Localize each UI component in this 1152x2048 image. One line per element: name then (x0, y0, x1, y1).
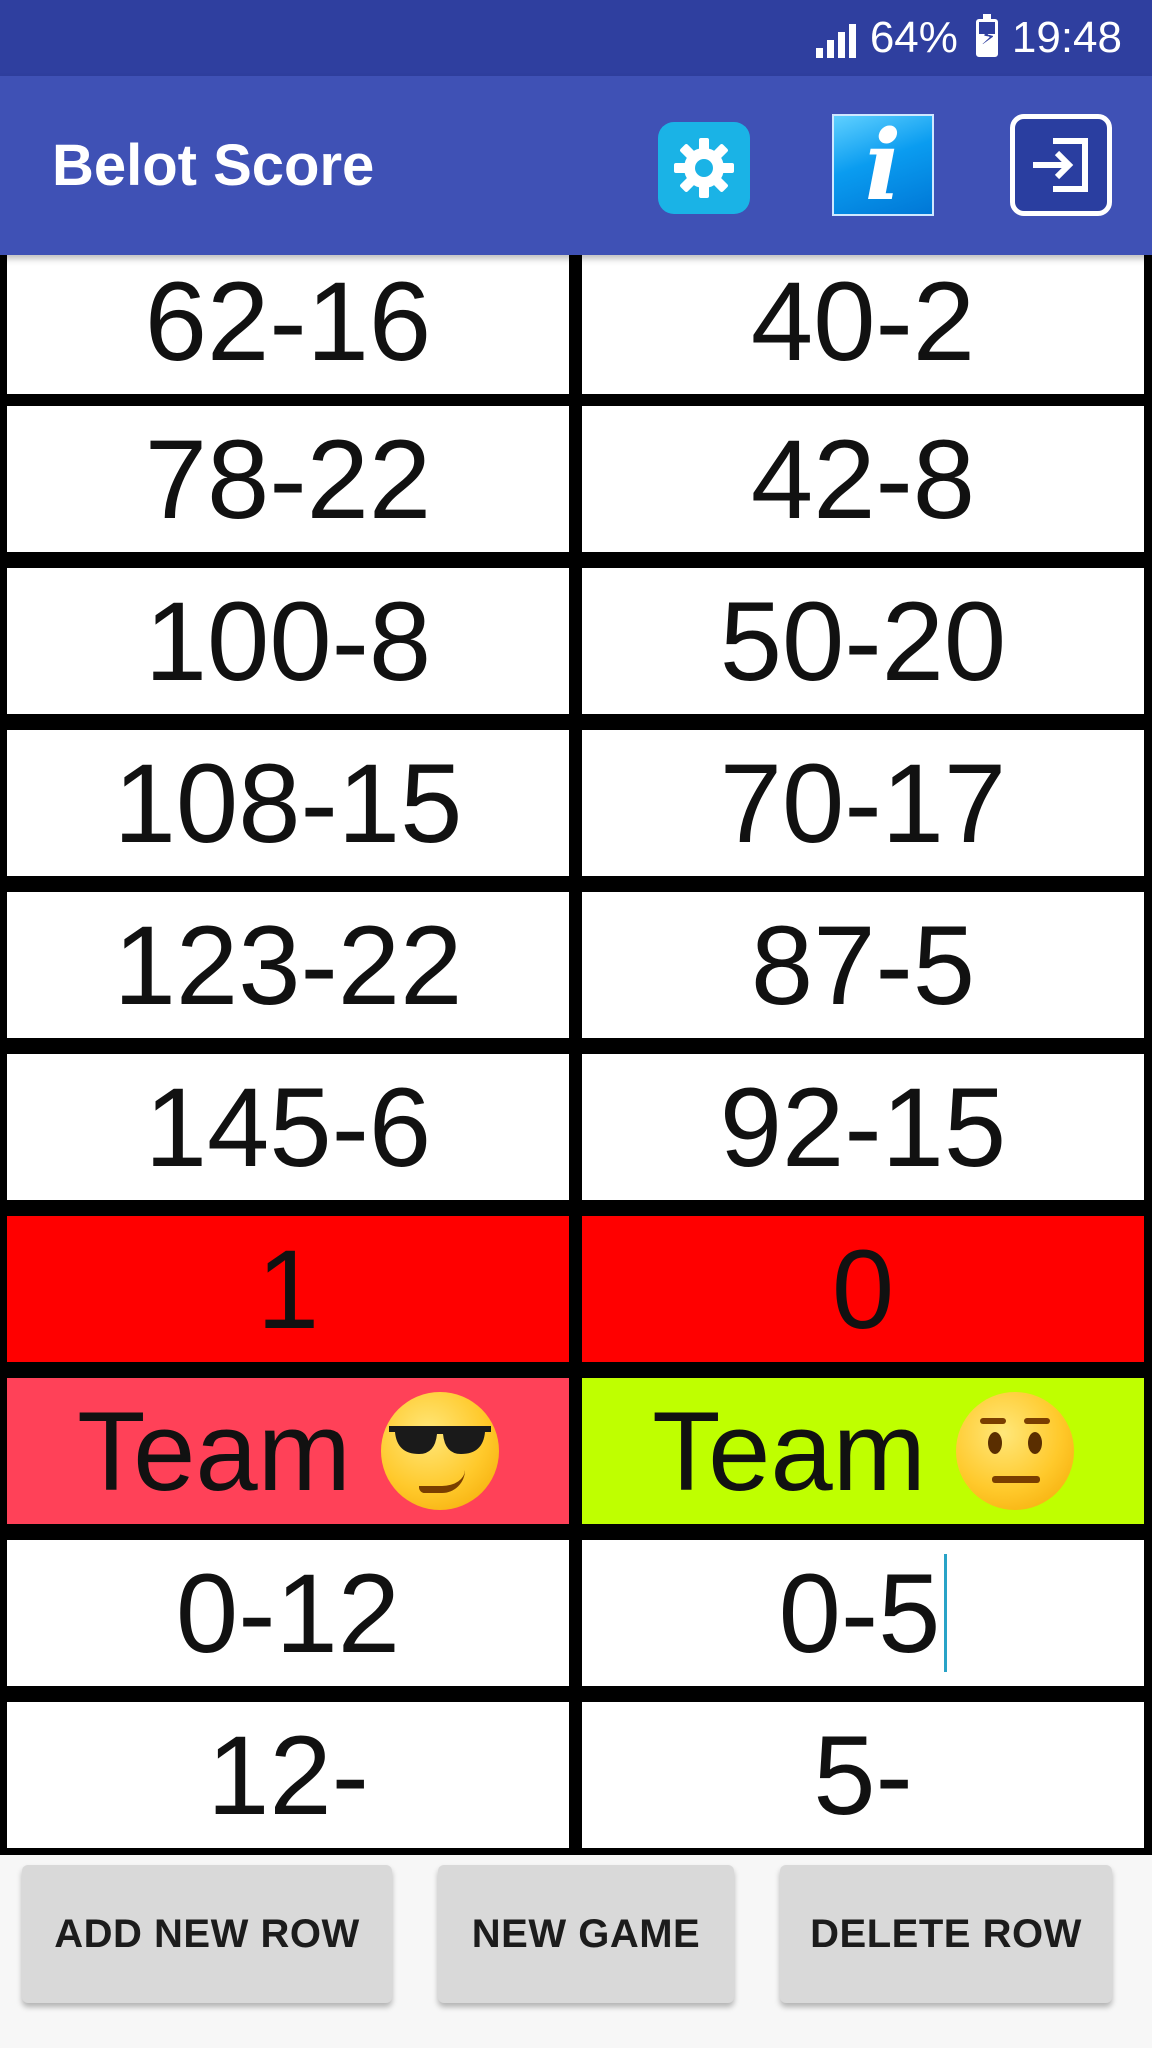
team1-name-cell[interactable]: Team (7, 1378, 569, 1524)
app-title: Belot Score (52, 133, 375, 198)
table-row: 100-8 50-20 (0, 568, 1152, 714)
team-names-row: Team Team (0, 1378, 1152, 1524)
team2-name-cell[interactable]: Team (582, 1378, 1144, 1524)
gear-icon (674, 138, 734, 198)
input-cell-team2[interactable]: 0-5 (582, 1540, 1144, 1686)
score-cell-team2[interactable]: 87-5 (582, 892, 1144, 1038)
input-cell-team2-text: 0-5 (778, 1550, 941, 1676)
score-cell-team1[interactable]: 100-8 (7, 568, 569, 714)
score-cell-team1[interactable]: 123-22 (7, 892, 569, 1038)
add-new-row-button[interactable]: ADD NEW ROW (22, 1865, 392, 2003)
table-row: 62-16 40-2 (0, 255, 1152, 394)
score-cell-team1[interactable]: 108-15 (7, 730, 569, 876)
battery-charging-icon: ⚡ (975, 14, 998, 57)
pending-cell-team1[interactable]: 12- (7, 1702, 569, 1848)
battery-percent: 64% (869, 13, 958, 62)
score-table: 62-16 40-2 78-22 42-8 100-8 50-20 108-15… (0, 255, 1152, 1855)
score-cell-team1[interactable]: 145-6 (7, 1054, 569, 1200)
score-cell-team2[interactable]: 92-15 (582, 1054, 1144, 1200)
table-row: 78-22 42-8 (0, 406, 1152, 552)
signal-icon (815, 18, 856, 58)
score-cell-team2[interactable]: 70-17 (582, 730, 1144, 876)
table-row: 108-15 70-17 (0, 730, 1152, 876)
input-row: 0-12 0-5 (0, 1540, 1152, 1686)
games-won-team2: 0 (582, 1216, 1144, 1362)
delete-row-button[interactable]: DELETE ROW (780, 1865, 1112, 2003)
clock: 19:48 (1011, 13, 1122, 62)
pending-row: 12- 5- (0, 1702, 1152, 1848)
status-bar: 64% ⚡ 19:48 (0, 0, 1152, 76)
games-won-row: 1 0 (0, 1216, 1152, 1362)
score-cell-team1[interactable]: 78-22 (7, 406, 569, 552)
pending-cell-team2[interactable]: 5- (582, 1702, 1144, 1848)
exit-button[interactable] (1010, 114, 1112, 216)
score-cell-team2[interactable]: 50-20 (582, 568, 1144, 714)
table-row: 123-22 87-5 (0, 892, 1152, 1038)
input-cell-team1[interactable]: 0-12 (7, 1540, 569, 1686)
info-button[interactable]: i (832, 109, 934, 222)
score-cell-team2[interactable]: 42-8 (582, 406, 1144, 552)
text-cursor (944, 1554, 948, 1672)
bottom-action-bar: ADD NEW ROW NEW GAME DELETE ROW (0, 1855, 1152, 2048)
new-game-button[interactable]: NEW GAME (438, 1865, 734, 2003)
games-won-team1: 1 (7, 1216, 569, 1362)
info-icon: i (864, 108, 902, 222)
team2-label: Team (652, 1388, 926, 1514)
app-bar: Belot Score i (0, 76, 1152, 255)
score-cell-team1[interactable]: 62-16 (7, 255, 569, 394)
settings-button[interactable] (658, 122, 750, 214)
neutral-face-icon (955, 1392, 1074, 1510)
team1-label: Team (77, 1388, 351, 1514)
exit-icon (1033, 138, 1088, 192)
table-row: 145-6 92-15 (0, 1054, 1152, 1200)
score-cell-team2[interactable]: 40-2 (582, 255, 1144, 394)
smiling-face-with-sunglasses-icon (380, 1392, 499, 1510)
